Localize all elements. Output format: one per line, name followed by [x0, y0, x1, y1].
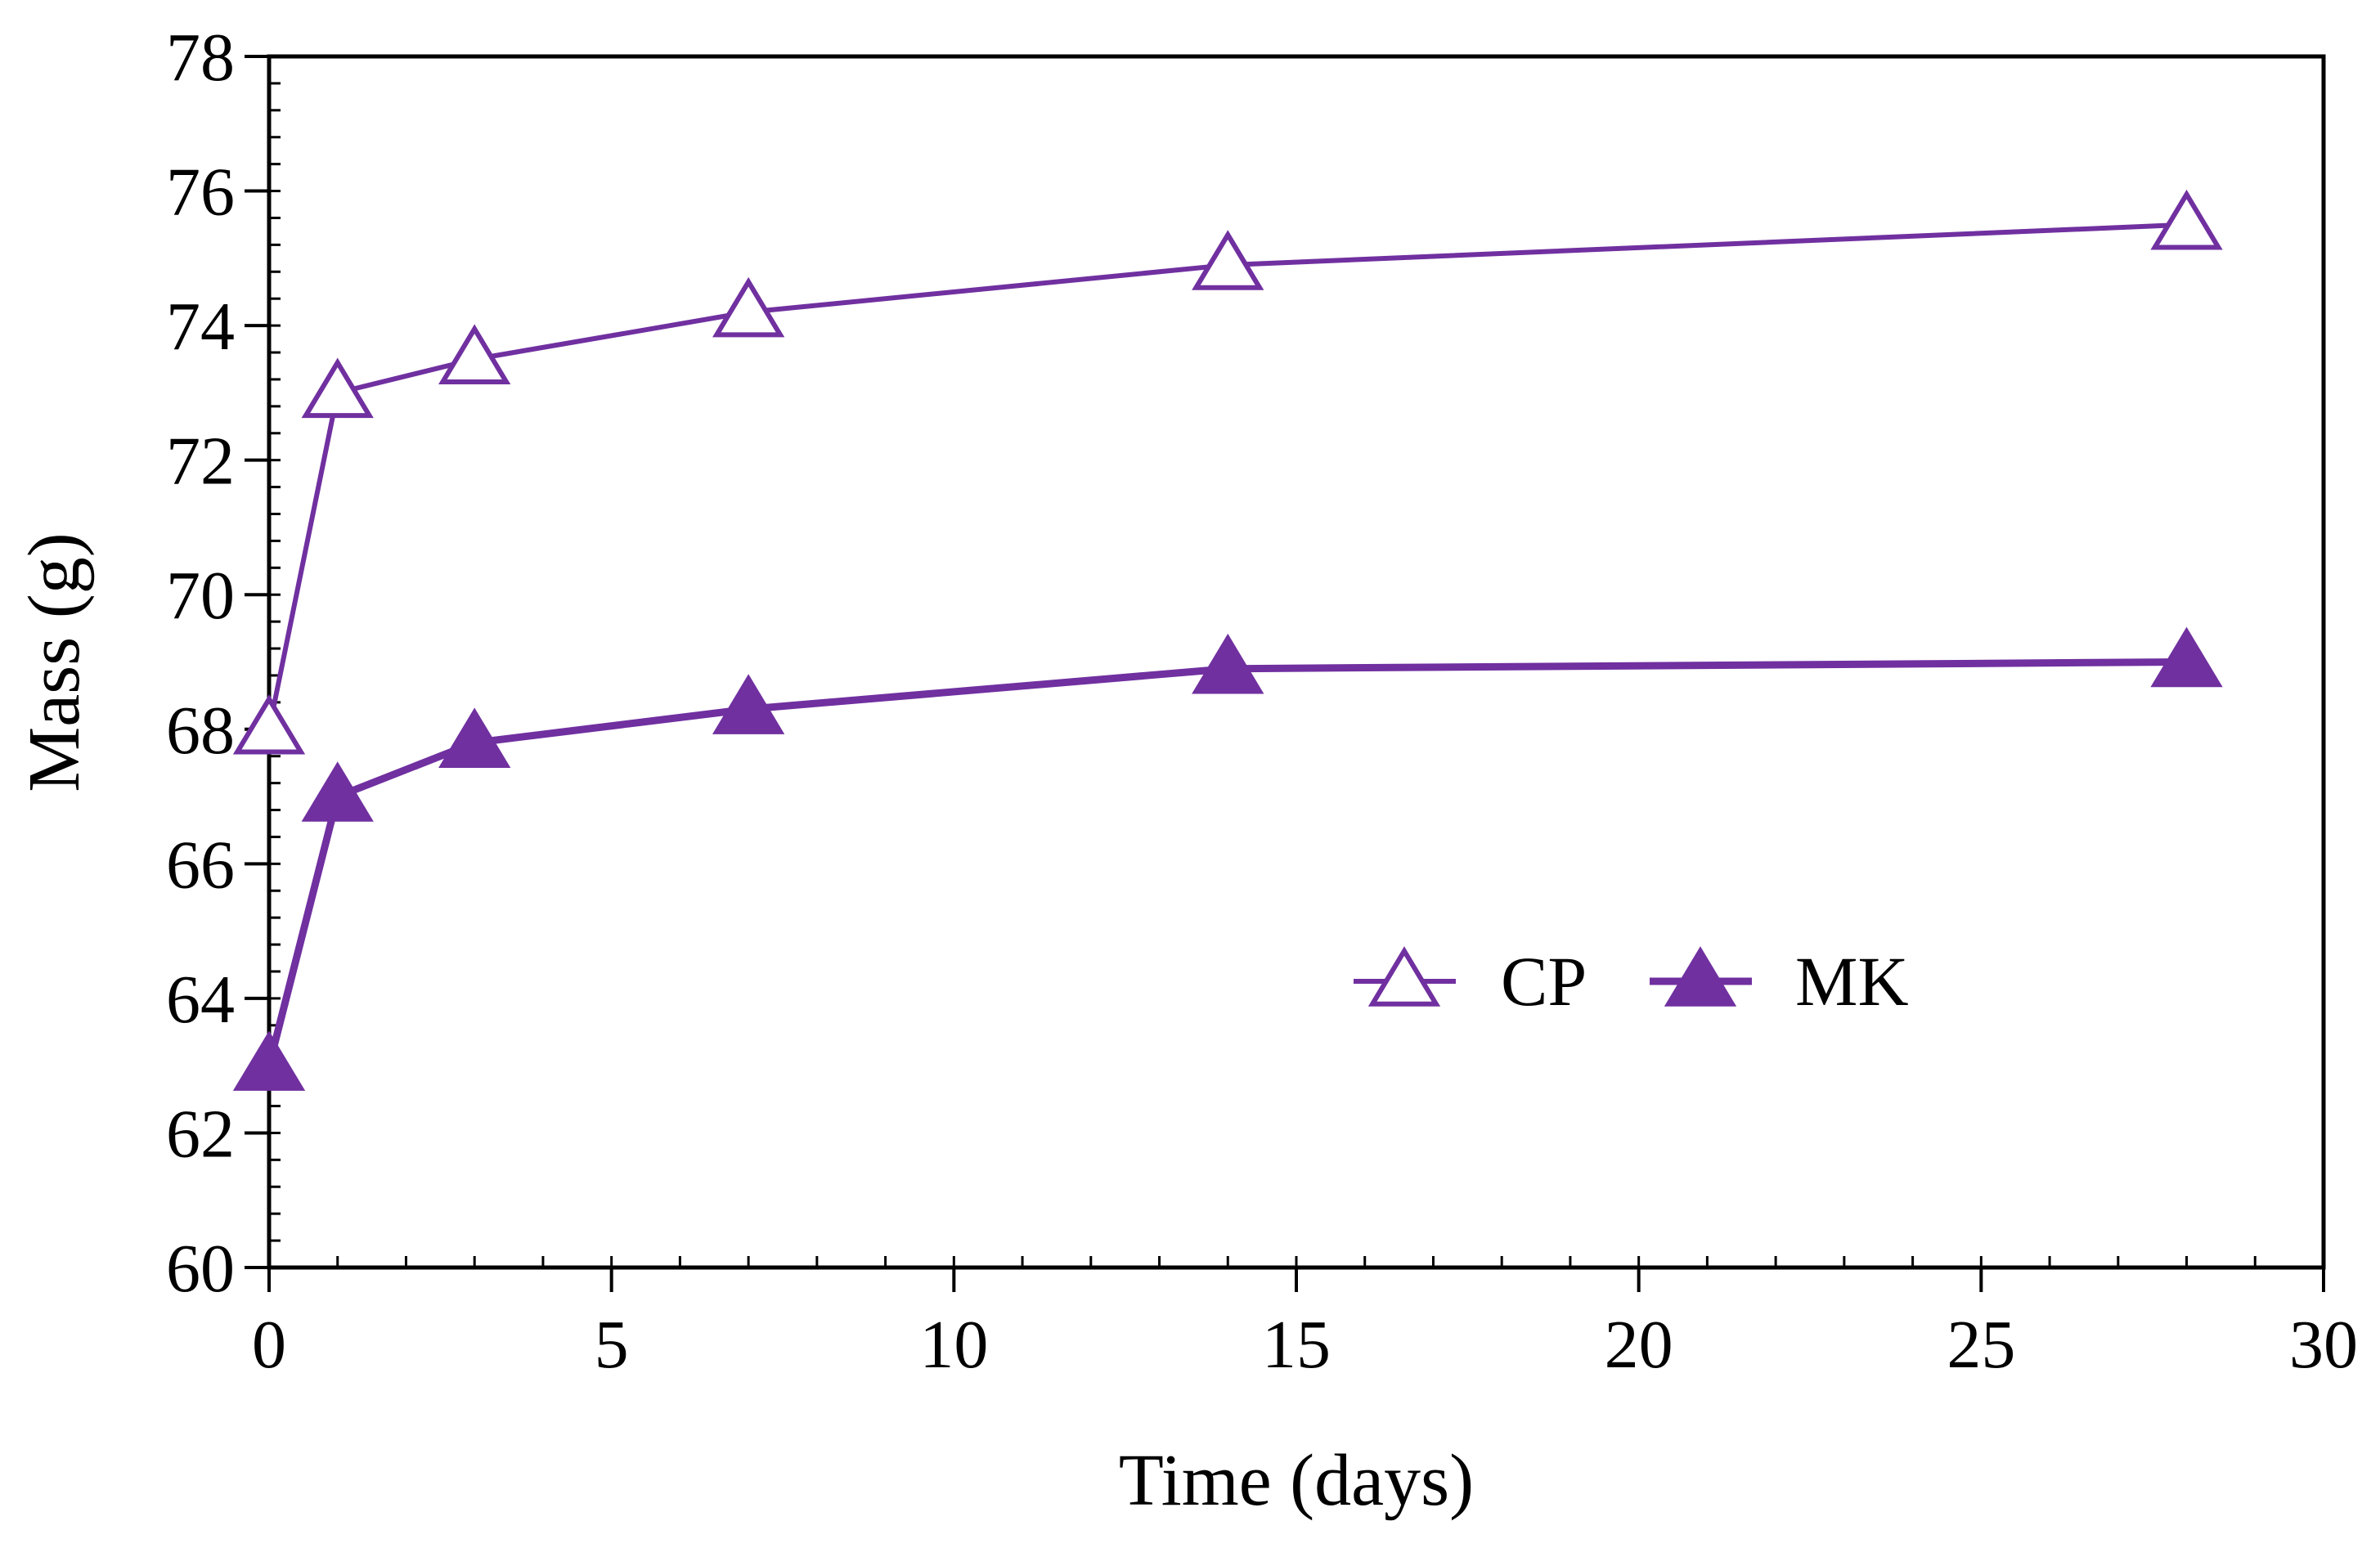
data-point-mk [2150, 626, 2223, 688]
data-point-cp [2150, 189, 2223, 250]
data-point-mk [232, 1030, 306, 1091]
y-tick-label: 78 [166, 20, 235, 96]
x-tick-label: 10 [919, 1307, 988, 1383]
series-line-mk [265, 658, 2187, 1067]
y-tick-label: 68 [166, 693, 235, 769]
y-tick-labels: 60 62 64 66 68 70 72 74 76 78 [166, 20, 235, 1307]
x-tick-label: 15 [1262, 1307, 1331, 1383]
series-cp [232, 189, 2223, 755]
legend-label-cp: CP [1501, 942, 1587, 1021]
major-ticks [245, 55, 2325, 1292]
x-tick-label: 30 [2289, 1307, 2358, 1383]
legend-marker-mk [1664, 946, 1737, 1007]
y-tick-label: 62 [166, 1096, 235, 1172]
x-tick-label: 20 [1605, 1307, 1673, 1383]
data-point-mk [438, 707, 511, 768]
x-tick-label: 5 [595, 1307, 629, 1383]
data-point-cp [1192, 230, 1264, 290]
y-tick-label: 66 [166, 827, 235, 903]
series-mk [232, 626, 2223, 1091]
data-point-mk [712, 674, 785, 734]
x-tick-labels: 0 5 10 15 20 25 30 [252, 1307, 2358, 1383]
data-point-mk [1192, 633, 1264, 694]
y-tick-label: 64 [166, 962, 235, 1038]
x-tick-label: 25 [1947, 1307, 2015, 1383]
data-point-cp [712, 276, 785, 338]
y-axis-title: Mass (g) [14, 532, 95, 792]
legend-label-mk: MK [1795, 942, 1909, 1021]
legend-marker-cp [1367, 946, 1441, 1007]
data-point-cp [232, 693, 306, 755]
y-tick-label: 70 [166, 558, 235, 634]
y-tick-label: 72 [166, 424, 235, 500]
data-point-cp [301, 357, 374, 419]
y-tick-label: 60 [166, 1231, 235, 1307]
y-tick-label: 74 [166, 289, 235, 365]
data-point-cp [438, 324, 511, 384]
series-layer [232, 189, 2223, 1091]
y-tick-label: 76 [166, 155, 235, 231]
data-point-mk [301, 761, 374, 822]
x-axis-title: Time (days) [1119, 1440, 1474, 1521]
x-tick-label: 0 [252, 1307, 286, 1383]
legend: CP MK [1354, 942, 1909, 1021]
series-line-cp [267, 222, 2187, 730]
